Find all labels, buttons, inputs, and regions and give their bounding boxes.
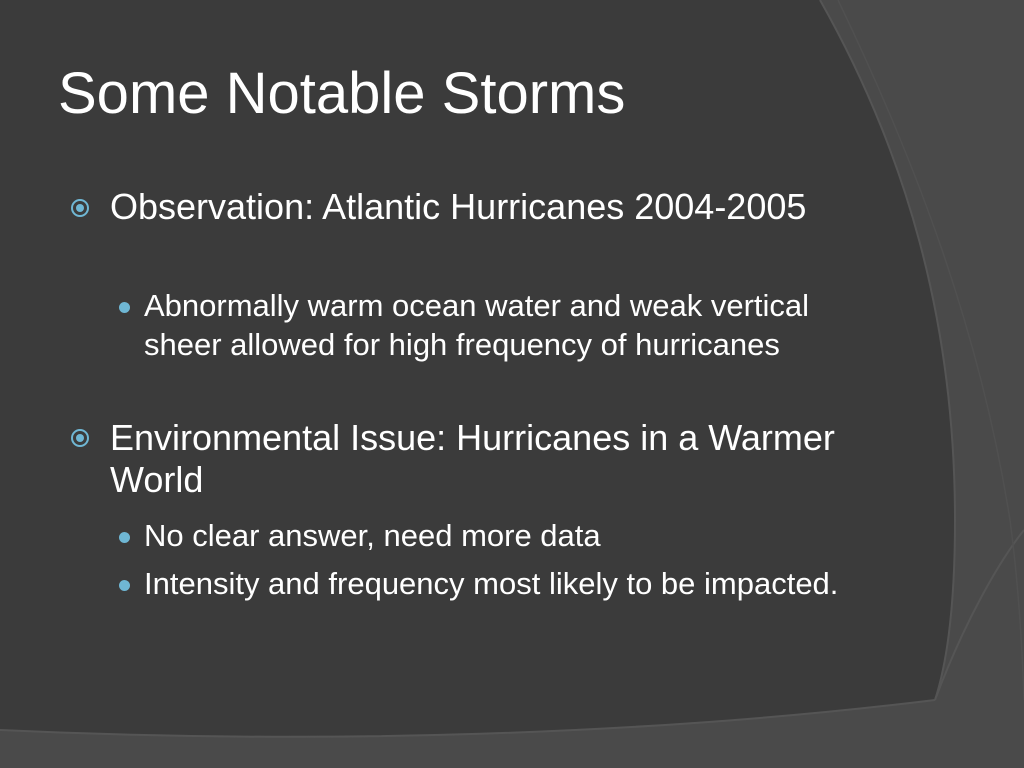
- bullet-environmental-issue: Environmental Issue: Hurricanes in a War…: [110, 417, 835, 500]
- background-corner-line: [934, 529, 1024, 701]
- background-bottom-line: [0, 699, 936, 738]
- background-curve-line: [819, 0, 957, 701]
- filled-circle-icon: [119, 580, 130, 591]
- circled-dot-icon: [71, 199, 89, 217]
- bullet-observation: Observation: Atlantic Hurricanes 2004-20…: [110, 186, 807, 227]
- slide-title: Some Notable Storms: [58, 61, 626, 126]
- sub-bullet-no-clear-answer: No clear answer, need more data: [144, 518, 601, 553]
- sub-bullet-warm-ocean: Abnormally warm ocean water and weak ver…: [144, 288, 810, 362]
- filled-circle-icon: [119, 302, 130, 313]
- background-main-shape: [0, 0, 955, 737]
- circled-dot-icon: [71, 429, 89, 447]
- sub-bullet-intensity-frequency: Intensity and frequency most likely to b…: [144, 566, 839, 601]
- filled-circle-icon: [119, 532, 130, 543]
- background-arc-line: [837, 0, 1024, 701]
